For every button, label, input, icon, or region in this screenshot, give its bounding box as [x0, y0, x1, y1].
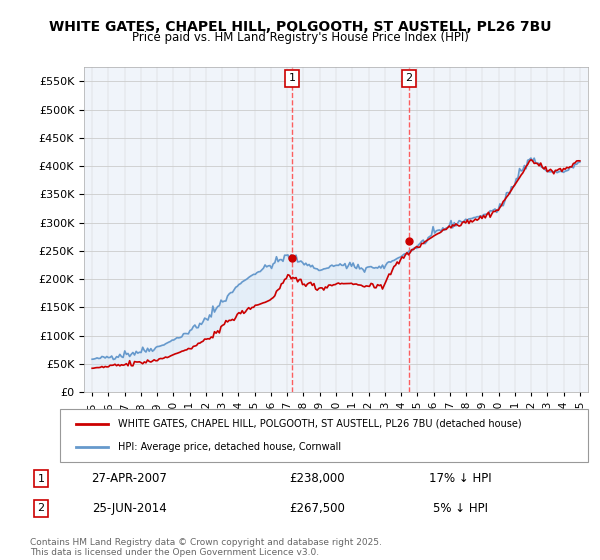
Text: 2: 2: [406, 73, 413, 83]
Text: Contains HM Land Registry data © Crown copyright and database right 2025.
This d: Contains HM Land Registry data © Crown c…: [30, 538, 382, 557]
Text: 5% ↓ HPI: 5% ↓ HPI: [433, 502, 488, 515]
FancyBboxPatch shape: [60, 409, 588, 462]
Text: 1: 1: [38, 474, 44, 484]
Text: £267,500: £267,500: [289, 502, 345, 515]
Text: WHITE GATES, CHAPEL HILL, POLGOOTH, ST AUSTELL, PL26 7BU: WHITE GATES, CHAPEL HILL, POLGOOTH, ST A…: [49, 20, 551, 34]
Text: 2: 2: [37, 503, 44, 513]
Text: HPI: Average price, detached house, Cornwall: HPI: Average price, detached house, Corn…: [118, 442, 341, 452]
Text: £238,000: £238,000: [289, 472, 345, 486]
Text: 1: 1: [289, 73, 296, 83]
Text: 27-APR-2007: 27-APR-2007: [91, 472, 167, 486]
Text: 25-JUN-2014: 25-JUN-2014: [92, 502, 167, 515]
Text: Price paid vs. HM Land Registry's House Price Index (HPI): Price paid vs. HM Land Registry's House …: [131, 31, 469, 44]
Text: WHITE GATES, CHAPEL HILL, POLGOOTH, ST AUSTELL, PL26 7BU (detached house): WHITE GATES, CHAPEL HILL, POLGOOTH, ST A…: [118, 419, 522, 429]
Text: 17% ↓ HPI: 17% ↓ HPI: [429, 472, 492, 486]
